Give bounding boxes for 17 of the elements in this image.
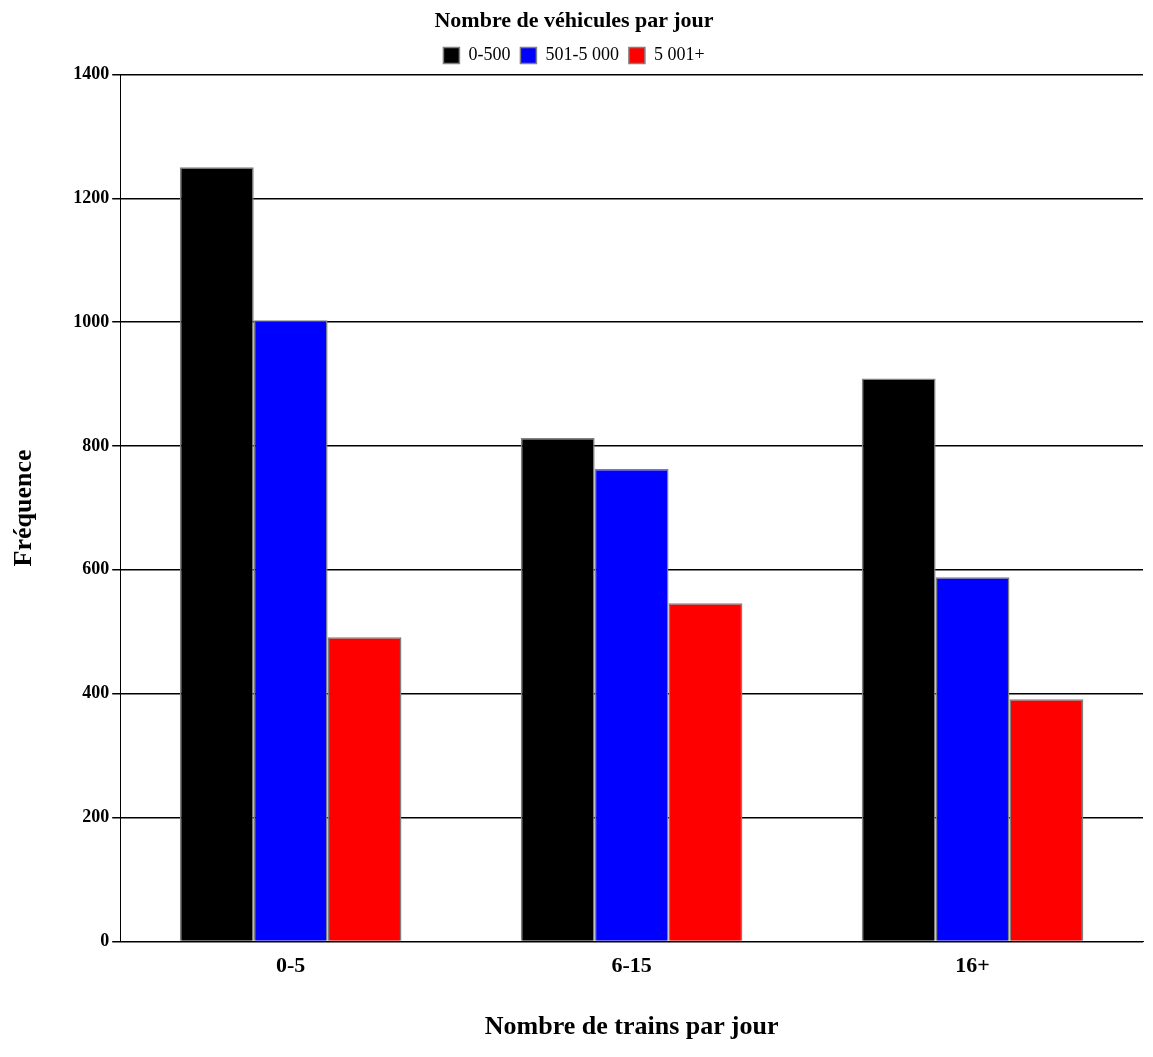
- y-tick-label: 1000: [73, 310, 110, 331]
- y-tick-label: 1200: [73, 186, 110, 207]
- y-tick-label: 1400: [73, 63, 110, 84]
- x-tick-label: 0-5: [276, 952, 306, 978]
- x-tick-label: 16+: [955, 952, 990, 978]
- legend-label: 5 001+: [653, 44, 705, 65]
- legend-label: 501-5 000: [545, 44, 619, 65]
- x-tick-label: 6-15: [611, 952, 652, 978]
- y-axis-title: Fréquence: [8, 449, 38, 567]
- y-tick-label: 0: [100, 930, 110, 951]
- y-tick-label: 800: [82, 434, 110, 455]
- y-tick-label: 400: [82, 682, 110, 703]
- x-axis-title: Nombre de trains par jour: [484, 1011, 779, 1041]
- y-tick-label: 600: [82, 558, 110, 579]
- y-tick-label: 200: [82, 806, 110, 827]
- legend-label: 0-500: [468, 44, 511, 65]
- legend-title: Nombre de véhicules par jour: [434, 6, 714, 32]
